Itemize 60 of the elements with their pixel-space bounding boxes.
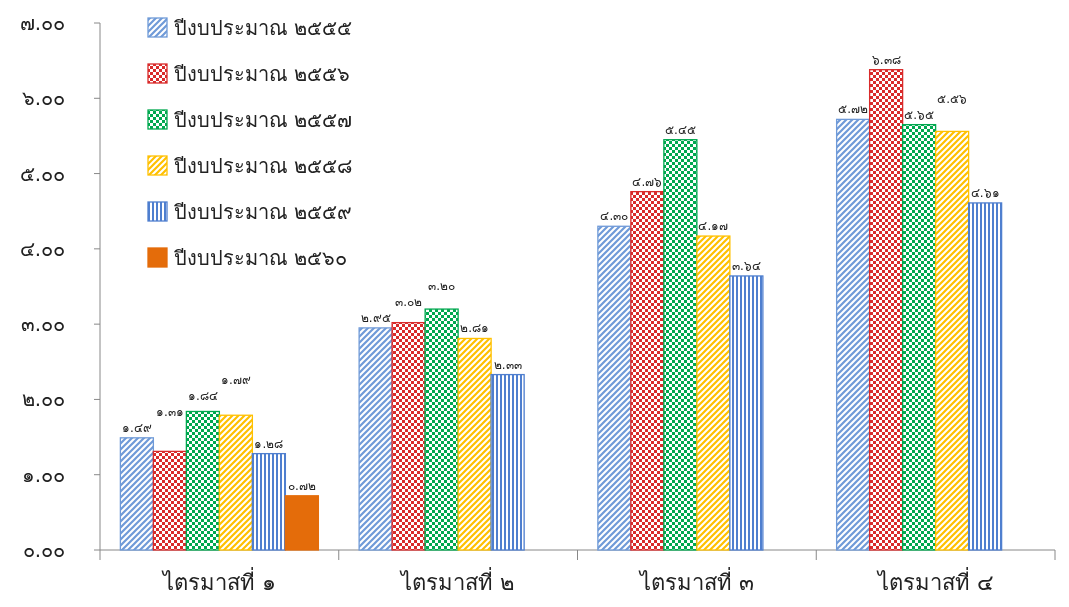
x-tick-label: ไตรมาสที่ ๒	[399, 567, 516, 595]
bar	[835, 118, 871, 551]
x-tick-label: ไตรมาสที่ ๓	[637, 567, 754, 595]
data-label: ๕.๖๕	[904, 107, 935, 122]
bar	[490, 373, 525, 551]
bar	[218, 414, 254, 551]
data-label: ๒.๘๑	[460, 321, 490, 336]
y-tick-label: ๕.๐๐	[19, 161, 65, 186]
data-label: ๖.๓๘	[871, 52, 901, 67]
data-label: ๓.๐๒	[395, 294, 423, 309]
bar	[967, 202, 1003, 551]
bar	[457, 337, 492, 551]
data-label: ๑.๔๙	[121, 420, 152, 435]
data-label: ๑.๒๘	[254, 436, 284, 451]
data-label: ๑.๘๔	[187, 388, 218, 403]
x-tick-label: ไตรมาสที่ ๑	[160, 567, 276, 595]
bar	[119, 437, 155, 551]
bar	[251, 452, 287, 551]
bar	[663, 139, 698, 551]
y-tick-label: ๗.๐๐	[19, 11, 65, 35]
bar	[868, 69, 904, 551]
data-label: ๕.๔๕	[664, 122, 696, 137]
y-tick-label: ๑.๐๐	[21, 462, 65, 487]
legend-label: ปีงบประมาณ ๒๕๕๖	[174, 62, 351, 86]
data-label: ๓.๒๐	[428, 278, 456, 293]
y-tick-label: ๖.๐๐	[21, 86, 65, 111]
data-label: ๕.๗๒	[838, 102, 869, 117]
bar	[729, 275, 764, 551]
bar	[630, 190, 665, 551]
data-label: ๔.๓๐	[600, 209, 629, 224]
bar	[424, 308, 459, 551]
data-label: ๔.๖๑	[970, 185, 1000, 200]
data-label: ๐.๗๒	[287, 478, 316, 493]
bar	[152, 450, 188, 551]
bar	[358, 327, 393, 551]
data-label: ๔.๑๗	[698, 219, 729, 234]
bar	[185, 410, 221, 551]
bar	[284, 495, 320, 551]
y-tick-label: ๔.๐๐	[19, 236, 65, 261]
legend-label: ปีงบประมาณ ๒๕๖๐	[174, 246, 348, 270]
data-label: ๓.๖๔	[731, 258, 761, 273]
bar	[696, 235, 731, 551]
y-tick-label: ๓.๐๐	[20, 312, 65, 337]
legend-label: ปีงบประมาณ ๒๕๕๗	[174, 108, 353, 132]
legend-label: ปีงบประมาณ ๒๕๕๘	[174, 154, 353, 178]
legend-label: ปีงบประมาณ ๒๕๕๕	[174, 16, 353, 40]
bar	[391, 321, 426, 551]
legend-label: ปีงบประมาณ ๒๕๕๙	[174, 200, 353, 224]
data-label: ๒.๙๕	[360, 310, 391, 325]
data-label: ๑.๗๙	[220, 372, 251, 387]
x-tick-label: ไตรมาสที่ ๔	[875, 567, 994, 595]
data-label: ๒.๓๓	[493, 357, 522, 372]
bar	[901, 123, 937, 551]
data-label: ๑.๓๑	[155, 404, 184, 419]
data-label: ๔.๗๖	[632, 174, 663, 189]
y-tick-label: ๒.๐๐	[21, 387, 65, 412]
bar	[934, 130, 970, 551]
data-label: ๕.๕๖	[937, 91, 968, 106]
y-tick-label: ๐.๐๐	[22, 538, 65, 562]
bar	[597, 225, 632, 551]
